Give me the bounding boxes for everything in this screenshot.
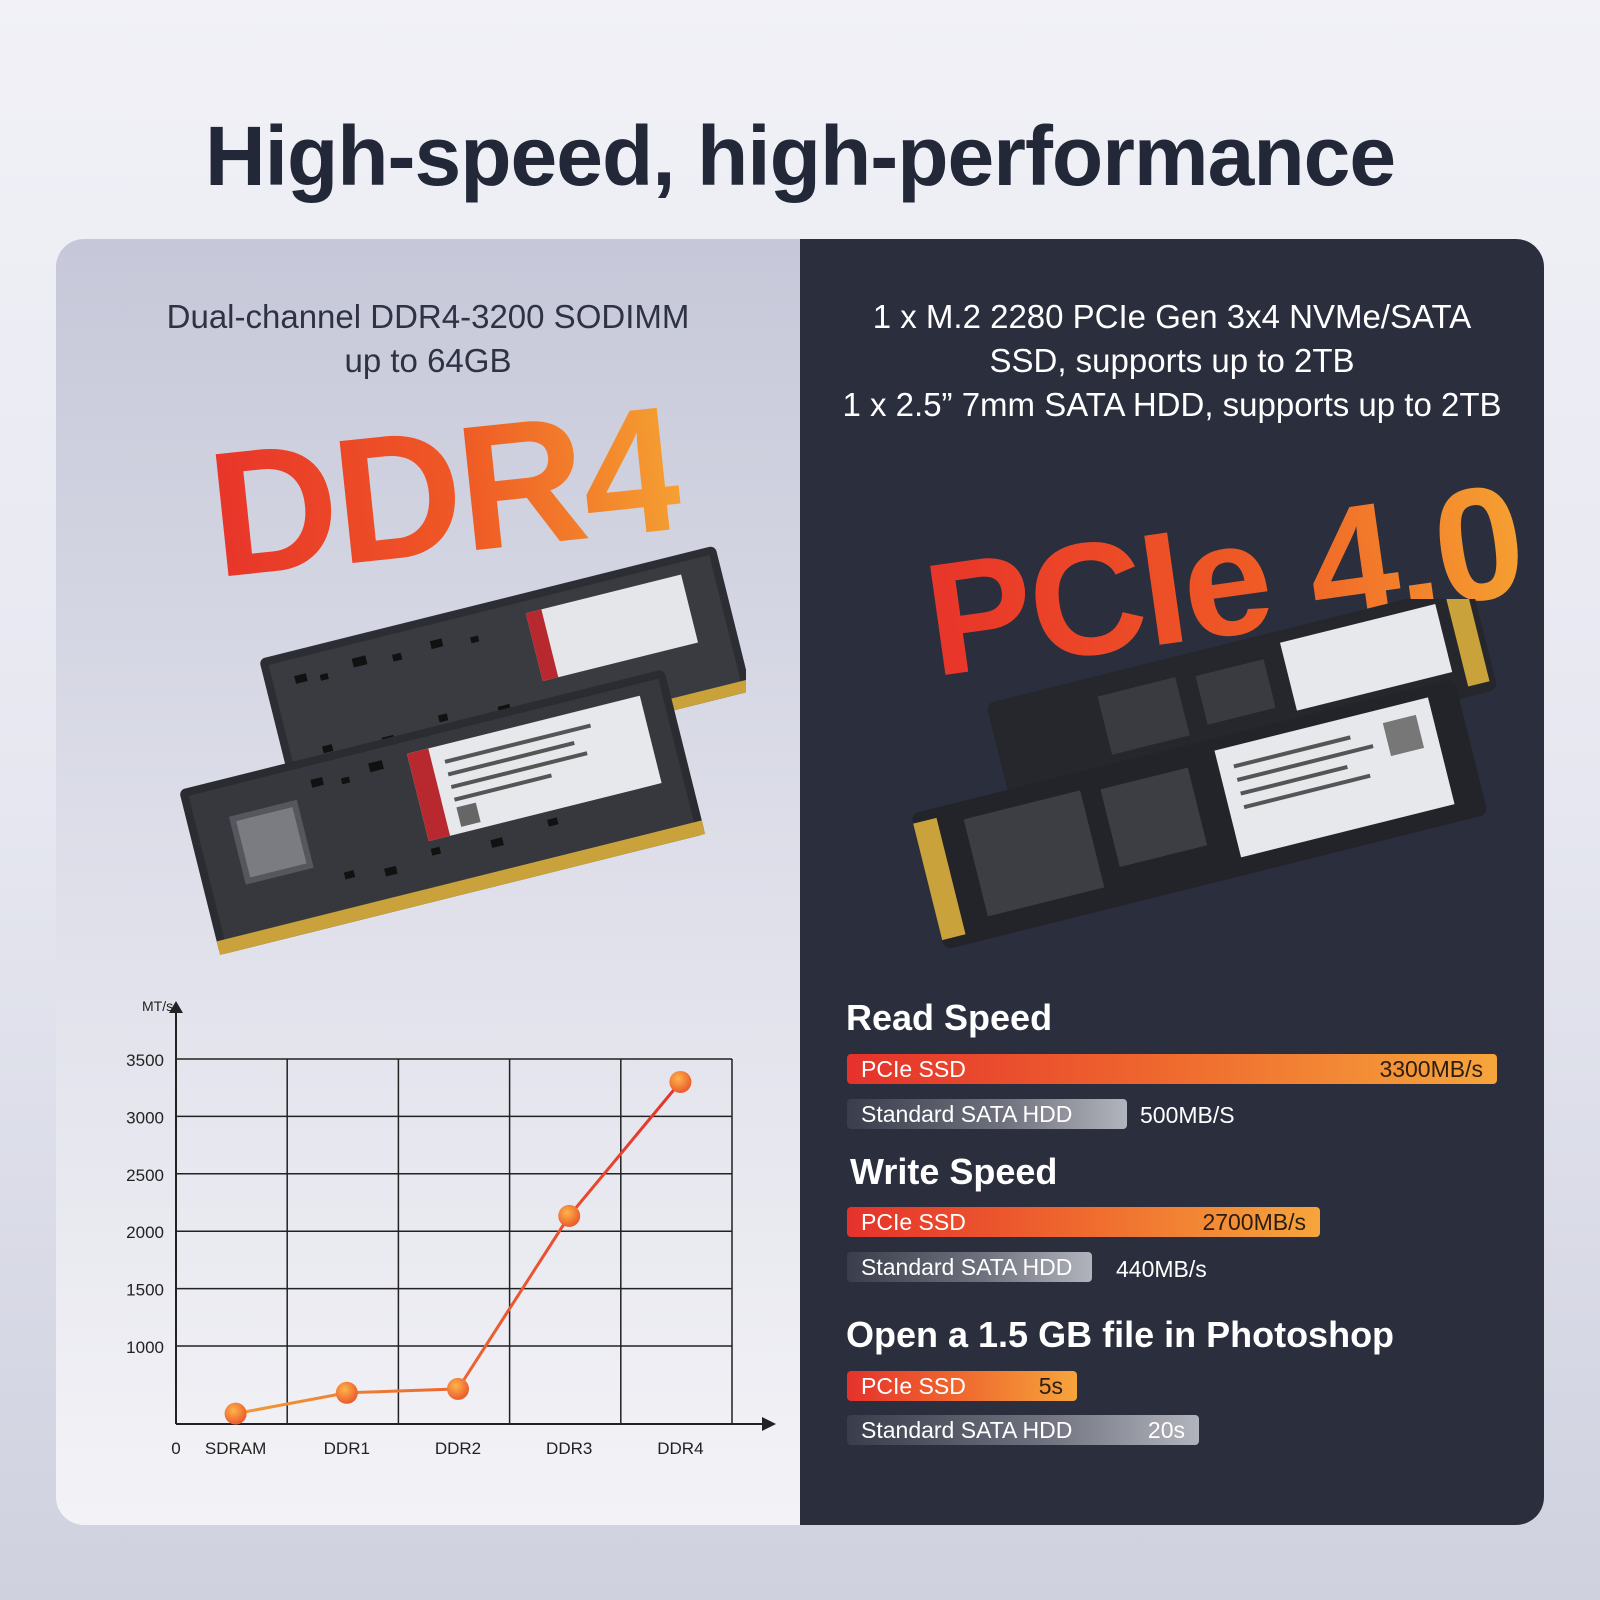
x-tick-label: SDRAM [205, 1439, 266, 1458]
x-tick-label: DDR2 [435, 1439, 481, 1458]
y-axis-arrow [169, 1001, 183, 1013]
memory-spec-line: Dual-channel DDR4-3200 SODIMM [166, 298, 690, 335]
y-tick-label: 3000 [126, 1108, 164, 1127]
photoshop-ssd-bar: PCIe SSD 5s [847, 1371, 1077, 1401]
x-tick-label: DDR4 [657, 1439, 703, 1458]
write-hdd-label: Standard SATA HDD [861, 1253, 1073, 1280]
photoshop-ssd-label: PCIe SSD [861, 1372, 966, 1399]
photoshop-hdd-value: 20s [1147, 1416, 1185, 1443]
data-point [558, 1204, 581, 1227]
y-tick-label: 2000 [126, 1223, 164, 1242]
nvme-ssd-image [912, 599, 1497, 949]
data-point [335, 1381, 358, 1404]
write-speed-title: Write Speed [850, 1151, 1058, 1192]
memory-speed-chart: 0 1000 1500 2000 2500 3000 3500 MT/s SDRAM DDR1 DD… [126, 999, 776, 1458]
read-ssd-label: PCIe SSD [861, 1055, 966, 1082]
ram-modules-image [180, 546, 746, 955]
y-tick-label: 0 [171, 1439, 180, 1458]
memory-spec-line: up to 64GB [344, 342, 512, 379]
storage-spec: 1 x M.2 2280 PCIe Gen 3x4 NVMe/SATA SSD,… [800, 295, 1544, 427]
x-axis-arrow [762, 1417, 776, 1431]
memory-panel: Dual-channel DDR4-3200 SODIMM up to 64GB… [56, 239, 800, 1525]
write-ssd-label: PCIe SSD [861, 1208, 966, 1235]
x-tick-label: DDR3 [546, 1439, 592, 1458]
y-tick-label: 3500 [126, 1051, 164, 1070]
write-hdd-value: 440MB/s [1116, 1256, 1207, 1282]
photoshop-hdd-label: Standard SATA HDD [861, 1416, 1073, 1443]
storage-spec-line: 1 x 2.5” 7mm SATA HDD, supports up to 2T… [842, 386, 1502, 423]
series-line [235, 1081, 682, 1416]
data-point [224, 1402, 247, 1425]
write-ssd-value: 2700MB/s [1202, 1208, 1306, 1235]
photoshop-title: Open a 1.5 GB file in Photoshop [846, 1314, 1395, 1355]
read-ssd-value: 3300MB/s [1379, 1055, 1483, 1082]
feature-card: Dual-channel DDR4-3200 SODIMM up to 64GB… [56, 239, 1544, 1525]
y-tick-label: 1500 [126, 1281, 164, 1300]
y-tick-label: 1000 [126, 1338, 164, 1357]
write-hdd-bar: Standard SATA HDD [847, 1252, 1092, 1282]
read-ssd-bar: PCIe SSD 3300MB/s [847, 1054, 1497, 1084]
read-hdd-value: 500MB/S [1140, 1102, 1235, 1128]
data-point [669, 1070, 692, 1093]
read-hdd-bar: Standard SATA HDD [847, 1099, 1127, 1129]
y-tick-label: 2500 [126, 1166, 164, 1185]
photoshop-hdd-bar: Standard SATA HDD 20s [847, 1415, 1199, 1445]
storage-spec-line: 1 x M.2 2280 PCIe Gen 3x4 NVMe/SATA [872, 298, 1472, 335]
x-tick-label: DDR1 [324, 1439, 370, 1458]
read-speed-title: Read Speed [846, 997, 1053, 1038]
memory-spec: Dual-channel DDR4-3200 SODIMM up to 64GB [56, 295, 800, 383]
storage-panel: 1 x M.2 2280 PCIe Gen 3x4 NVMe/SATA SSD,… [800, 239, 1544, 1525]
storage-spec-line: SSD, supports up to 2TB [989, 342, 1355, 379]
data-point [447, 1377, 469, 1400]
read-hdd-label: Standard SATA HDD [861, 1100, 1073, 1127]
y-axis-label: MT/s [142, 999, 173, 1014]
write-ssd-bar: PCIe SSD 2700MB/s [847, 1207, 1320, 1237]
photoshop-ssd-value: 5s [1038, 1372, 1063, 1399]
page-headline: High-speed, high-performance [204, 109, 1396, 203]
